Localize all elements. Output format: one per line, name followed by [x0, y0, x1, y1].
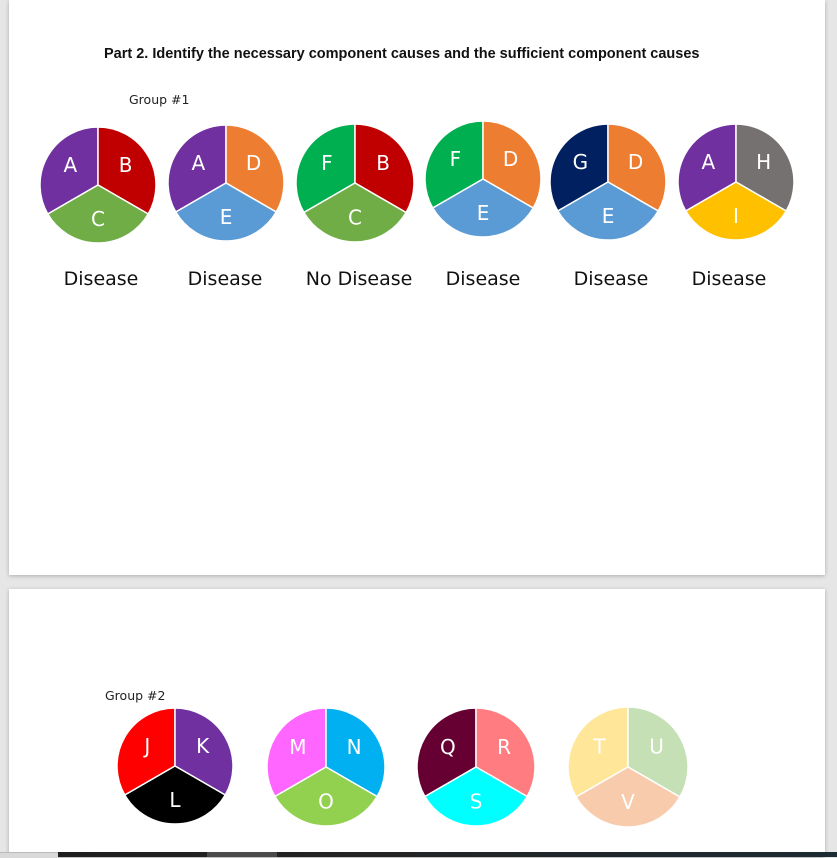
outcome-label: Disease	[691, 268, 767, 290]
pie-slice-s	[423, 766, 529, 827]
slice-label: D	[246, 151, 261, 175]
pie-slice-d	[482, 120, 542, 210]
pie-slice-a	[167, 124, 227, 214]
pie-slice-m	[266, 707, 327, 798]
pie-slice-c	[46, 184, 150, 244]
pie-slice-e	[431, 178, 535, 238]
pie-slice-t	[567, 706, 629, 799]
document-page-1	[9, 0, 825, 575]
component-cause-pie: J K L	[115, 706, 235, 826]
outcome-label: No Disease	[305, 268, 413, 290]
slice-label: F	[321, 151, 333, 175]
group-2-label: Group #2	[105, 688, 166, 703]
pie-slice-i	[684, 181, 788, 241]
component-cause-pie: A B C	[38, 125, 158, 245]
slice-label: J	[142, 734, 150, 758]
component-cause-pie: A H I	[676, 122, 796, 242]
outcome-label: Disease	[187, 268, 263, 290]
pie-slice-h	[735, 123, 795, 213]
slice-label: U	[649, 735, 664, 759]
slice-label: O	[318, 789, 334, 813]
slice-label: D	[503, 147, 518, 171]
slice-label: E	[477, 201, 490, 225]
component-cause-pie: F D E	[423, 119, 543, 239]
slice-label: D	[628, 150, 643, 174]
component-cause-pie: Q R S	[415, 706, 537, 828]
outcome-label: Disease	[63, 268, 139, 290]
component-cause-pie: M N O	[265, 706, 387, 828]
component-cause-pie: G D E	[548, 122, 668, 242]
pie-slice-n	[325, 707, 386, 798]
slice-label: T	[592, 735, 606, 759]
slice-label: G	[573, 150, 589, 174]
outcome-label: Disease	[445, 268, 521, 290]
pie-slice-d	[225, 124, 285, 214]
slice-label: R	[497, 735, 511, 759]
pie-slice-l	[123, 765, 227, 825]
slice-label: Q	[440, 735, 456, 759]
slice-label: L	[169, 788, 181, 812]
outcome-label: Disease	[573, 268, 649, 290]
pie-slice-o	[273, 766, 379, 827]
pie-slice-b	[354, 123, 415, 214]
slice-label: B	[119, 153, 133, 177]
slice-label: C	[91, 207, 105, 231]
pie-slice-e	[174, 182, 278, 242]
slice-label: B	[376, 151, 390, 175]
slice-label: C	[348, 205, 362, 229]
pie-slice-u	[627, 706, 689, 799]
slice-label: A	[64, 153, 78, 177]
component-cause-pie: A D E	[166, 123, 286, 243]
pie-slice-d	[607, 123, 667, 213]
slice-label: I	[733, 204, 739, 228]
pie-slice-a	[39, 126, 99, 216]
pie-slice-a	[677, 123, 737, 213]
pie-slice-e	[556, 181, 660, 241]
pie-slice-r	[475, 707, 536, 798]
component-cause-pie: F B C	[294, 122, 416, 244]
group-1-label: Group #1	[129, 92, 190, 107]
slice-label: A	[702, 150, 716, 174]
pie-slice-f	[295, 123, 356, 214]
component-cause-pie: T U V	[566, 705, 690, 829]
slice-label: E	[602, 204, 615, 228]
slice-label: M	[289, 735, 306, 759]
slice-label: F	[450, 147, 462, 171]
slice-label: E	[220, 205, 233, 229]
slice-label: N	[347, 735, 362, 759]
slice-label: S	[470, 789, 483, 813]
slice-label: H	[756, 150, 771, 174]
pie-slice-v	[575, 766, 681, 828]
pie-slice-j	[116, 707, 176, 797]
slice-label: A	[192, 151, 206, 175]
taskbar	[58, 852, 837, 857]
pie-slice-k	[174, 707, 234, 797]
slice-label: K	[196, 734, 210, 758]
part-2-heading: Part 2. Identify the necessary component…	[104, 46, 700, 62]
pie-slice-q	[416, 707, 477, 798]
taskbar-active-item[interactable]	[207, 852, 277, 857]
pie-slice-f	[424, 120, 484, 210]
taskbar-left-area	[0, 852, 58, 858]
slice-label: V	[621, 790, 635, 814]
pie-slice-b	[97, 126, 157, 216]
pie-slice-g	[549, 123, 609, 213]
pie-slice-c	[302, 182, 408, 243]
